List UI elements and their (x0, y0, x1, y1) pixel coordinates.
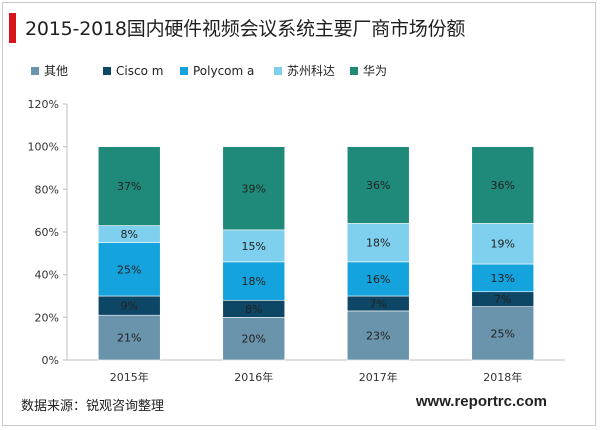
data-label: 23% (366, 329, 390, 342)
bar-segment (346, 223, 410, 263)
x-tick-label: 2018年 (483, 370, 522, 384)
legend-label: Cisco m (116, 64, 163, 78)
data-label: 9% (121, 300, 138, 313)
stacked-bar-chart: 0% 20% 40% 60% 80% 100% 120% 21% 9% 25% 8% 37% 2015年… (28, 64, 565, 384)
legend-label: Polycom a (193, 64, 254, 78)
y-tick-label: 80% (35, 183, 59, 196)
legend-label: 华为 (363, 64, 387, 78)
legend-swatch (274, 67, 282, 75)
x-tick-label: 2016年 (234, 370, 273, 384)
data-label: 13% (491, 272, 515, 285)
bar-segment (222, 261, 286, 301)
legend-swatch (180, 67, 188, 75)
legend-swatch (103, 67, 111, 75)
bar-segment (471, 263, 535, 293)
data-label: 36% (366, 179, 390, 192)
y-tick-label: 40% (35, 269, 59, 282)
data-label: 15% (242, 240, 266, 253)
bar-segment (97, 146, 161, 226)
data-label: 16% (366, 273, 390, 286)
x-tick-label: 2015年 (110, 370, 149, 384)
bar-segment (222, 229, 286, 263)
bar-segment (346, 261, 410, 297)
legend-swatch (31, 67, 39, 75)
title-accent-bar (9, 13, 16, 43)
data-label: 19% (491, 238, 515, 251)
legend-label: 苏州科达 (287, 64, 335, 78)
y-tick-label: 120% (28, 98, 59, 111)
bar-segment (222, 317, 286, 361)
bar-segment (471, 146, 535, 224)
bar-segment (471, 223, 535, 265)
website-url: www.reportrc.com (415, 393, 547, 410)
x-tick-label: 2017年 (359, 370, 398, 384)
data-label: 8% (245, 303, 262, 316)
data-label: 7% (494, 293, 511, 306)
y-tick-label: 20% (35, 311, 59, 324)
y-tick-label: 100% (28, 141, 59, 154)
data-label: 39% (242, 182, 266, 195)
data-source-note: 数据来源：锐观咨询整理 (21, 399, 165, 414)
data-label: 20% (242, 333, 266, 346)
data-label: 36% (491, 179, 515, 192)
bar-segment (97, 314, 161, 361)
legend-swatch (350, 67, 358, 75)
data-label: 7% (370, 297, 387, 310)
bar-segment (222, 146, 286, 231)
legend-label: 其他 (44, 64, 68, 78)
data-label: 25% (117, 263, 141, 276)
data-label: 18% (242, 275, 266, 288)
data-label: 8% (121, 228, 138, 241)
chart-frame: 2015-2018国内硬件视频会议系统主要厂商市场份额 0% 20% 40% 60% 8… (2, 2, 596, 426)
bar-segment (346, 310, 410, 361)
data-label: 25% (491, 327, 515, 340)
chart-title: 2015-2018国内硬件视频会议系统主要厂商市场份额 (25, 18, 466, 40)
bar-segment (346, 146, 410, 224)
bar-segment (97, 242, 161, 297)
y-tick-label: 60% (35, 226, 59, 239)
data-label: 37% (117, 180, 141, 193)
y-tick-label: 0% (42, 354, 59, 367)
data-label: 18% (366, 237, 390, 250)
data-label: 21% (117, 332, 141, 345)
